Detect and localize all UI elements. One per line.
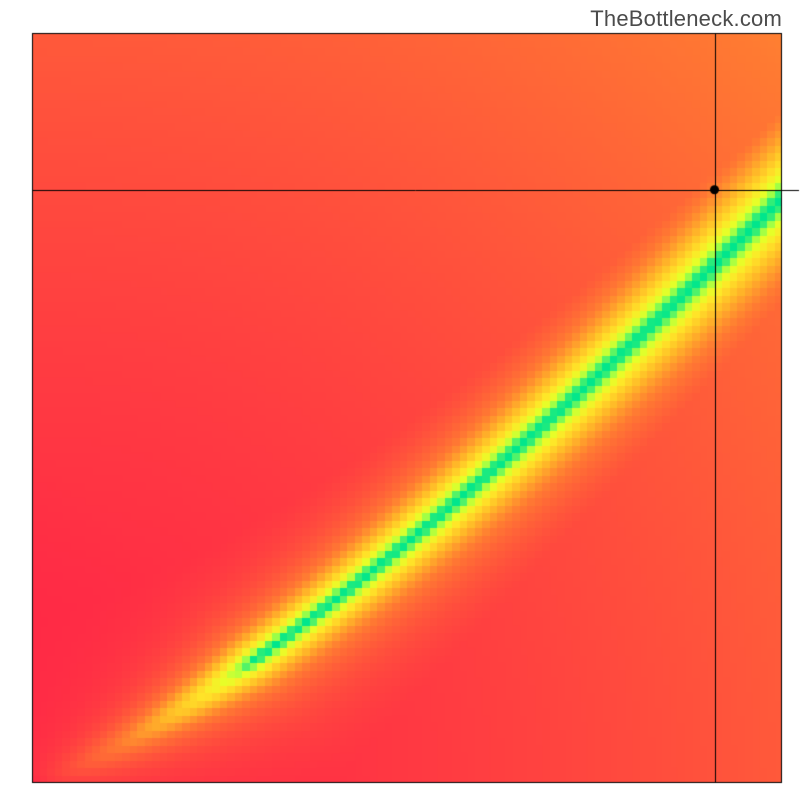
heatmap-canvas — [0, 0, 800, 800]
watermark-text: TheBottleneck.com — [590, 6, 782, 32]
bottleneck-heatmap-container: { "watermark": { "text": "TheBottleneck.… — [0, 0, 800, 800]
